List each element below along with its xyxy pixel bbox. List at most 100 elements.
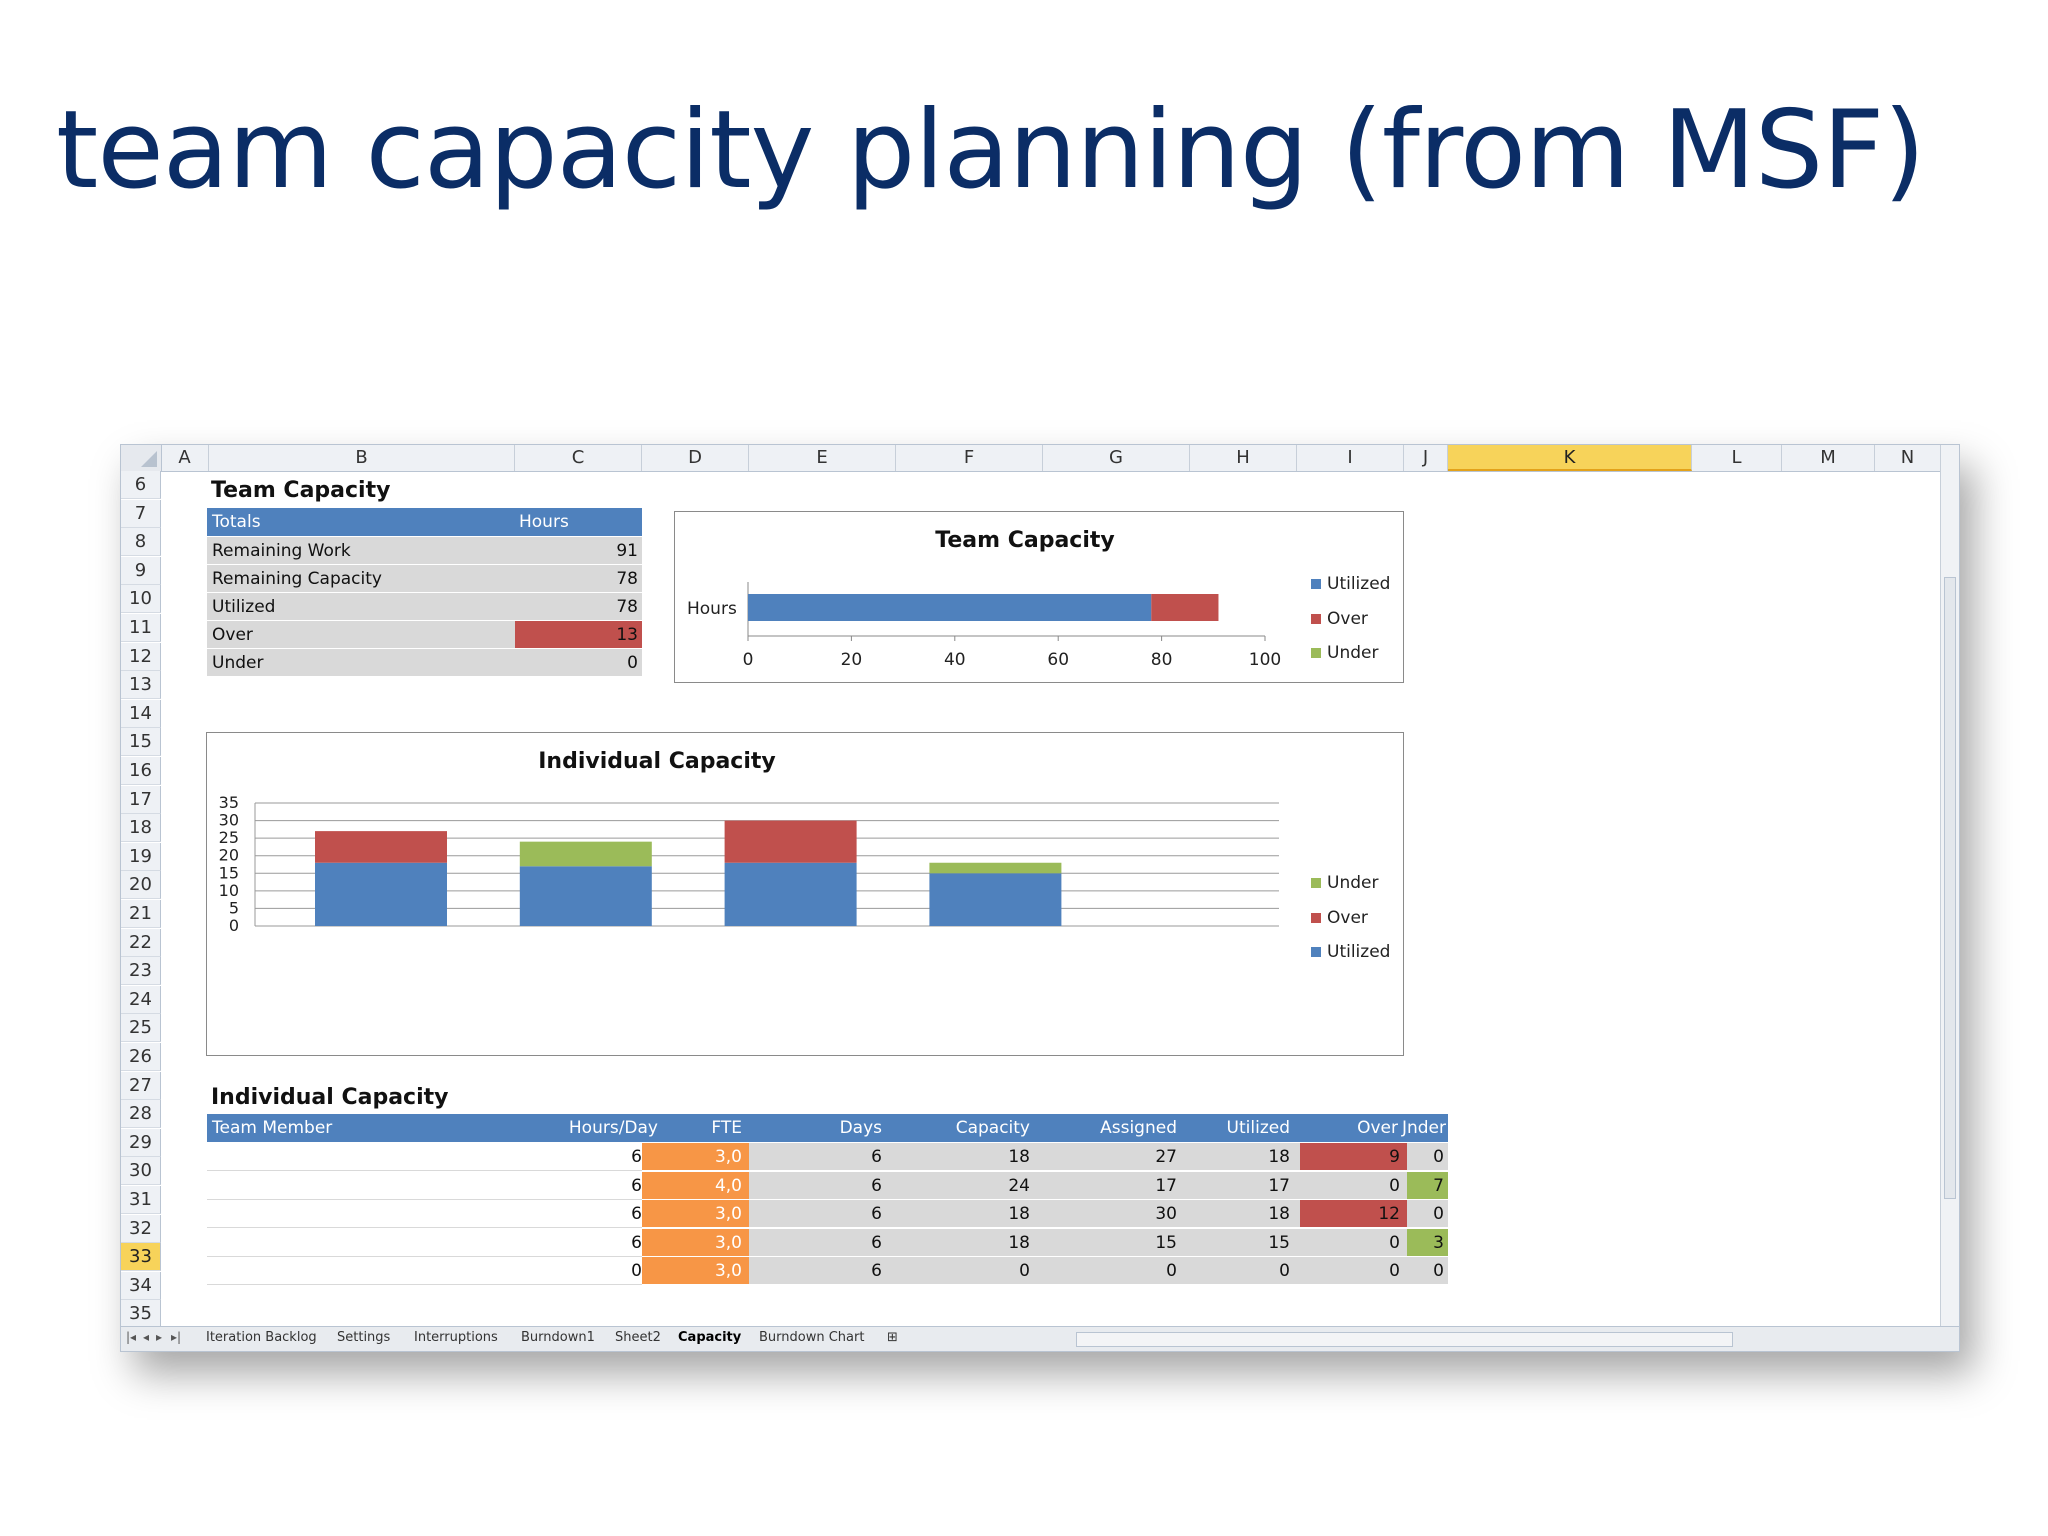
individual-bar-utilized[interactable] xyxy=(519,866,652,926)
cell-fte[interactable]: 3,0 xyxy=(714,1204,742,1225)
cell-assigned[interactable]: 27 xyxy=(1155,1147,1177,1167)
row-header-9[interactable]: 9 xyxy=(121,556,161,585)
row-header-26[interactable]: 26 xyxy=(121,1043,161,1071)
insert-sheet-icon[interactable]: ⊞ xyxy=(887,1330,898,1345)
row-header-11[interactable]: 11 xyxy=(121,614,161,642)
row-header-20[interactable]: 20 xyxy=(121,871,161,900)
row-header-6[interactable]: 6 xyxy=(121,471,161,499)
row-header-24[interactable]: 24 xyxy=(121,985,161,1014)
column-header-g[interactable]: G xyxy=(1043,445,1190,471)
cell-days[interactable]: 6 xyxy=(871,1175,882,1196)
row-header-18[interactable]: 18 xyxy=(121,814,161,843)
cell-capacity[interactable]: 18 xyxy=(1008,1204,1030,1225)
table-row[interactable]: Under 0 xyxy=(207,649,642,677)
individual-bar-over[interactable] xyxy=(315,831,447,863)
cell-utilized[interactable]: 17 xyxy=(1268,1175,1290,1196)
table-row[interactable]: 6 4,0 6 24 17 17 0 7 xyxy=(207,1171,1448,1200)
table-row[interactable]: 6 3,0 6 18 30 18 12 0 xyxy=(207,1200,1448,1229)
row-header-15[interactable]: 15 xyxy=(121,728,161,757)
cell-hours-day[interactable]: 6 xyxy=(631,1232,642,1253)
column-header-h[interactable]: H xyxy=(1190,445,1297,471)
cell-over[interactable]: 9 xyxy=(1389,1147,1400,1167)
row-header-21[interactable]: 21 xyxy=(121,900,161,928)
cell-hours-day[interactable]: 0 xyxy=(631,1261,642,1282)
team-bar-utilized[interactable] xyxy=(748,594,1152,621)
column-header-b[interactable]: B xyxy=(209,445,515,471)
row-header-16[interactable]: 16 xyxy=(121,757,161,785)
row-header-35[interactable]: 35 xyxy=(121,1300,161,1329)
row-header-22[interactable]: 22 xyxy=(121,928,161,957)
cell-days[interactable]: 6 xyxy=(871,1204,882,1225)
cell-jnder[interactable]: 0 xyxy=(1433,1204,1444,1225)
row-header-31[interactable]: 31 xyxy=(121,1186,161,1214)
cell-capacity[interactable]: 0 xyxy=(1019,1261,1030,1282)
column-header-n[interactable]: N xyxy=(1875,445,1941,471)
cell-jnder[interactable]: 0 xyxy=(1433,1261,1444,1282)
individual-bar-utilized[interactable] xyxy=(724,862,857,926)
cell-days[interactable]: 6 xyxy=(871,1261,882,1282)
cell-jnder[interactable]: 7 xyxy=(1433,1175,1444,1196)
cell-fte[interactable]: 3,0 xyxy=(714,1147,742,1167)
row-header-33[interactable]: 33 xyxy=(121,1243,161,1272)
team-bar-over[interactable] xyxy=(1151,594,1219,621)
tab-interruptions[interactable]: Interruptions xyxy=(414,1330,498,1345)
column-header-e[interactable]: E xyxy=(749,445,896,471)
row-header-7[interactable]: 7 xyxy=(121,499,161,528)
cell-jnder[interactable]: 3 xyxy=(1433,1232,1444,1253)
row-header-12[interactable]: 12 xyxy=(121,642,161,671)
row-header-17[interactable]: 17 xyxy=(121,785,161,814)
table-row[interactable]: Over 13 xyxy=(207,621,642,649)
first-sheet-icon[interactable]: |◂ xyxy=(126,1330,137,1344)
cell-utilized[interactable]: 0 xyxy=(1279,1261,1290,1282)
tab-sheet2[interactable]: Sheet2 xyxy=(615,1330,661,1345)
cell-capacity[interactable]: 18 xyxy=(1008,1147,1030,1167)
column-header-c[interactable]: C xyxy=(515,445,642,471)
cell-capacity[interactable]: 18 xyxy=(1008,1232,1030,1253)
tab-burndown1[interactable]: Burndown1 xyxy=(521,1330,595,1345)
cell-hours-day[interactable]: 6 xyxy=(631,1147,642,1167)
row-header-23[interactable]: 23 xyxy=(121,957,161,986)
individual-bar-under[interactable] xyxy=(519,841,652,867)
column-header-a[interactable]: A xyxy=(161,445,209,471)
table-row[interactable]: Remaining Work 91 xyxy=(207,537,642,565)
column-header-d[interactable]: D xyxy=(642,445,749,471)
cell-days[interactable]: 6 xyxy=(871,1147,882,1167)
cell-capacity[interactable]: 24 xyxy=(1008,1175,1030,1196)
next-sheet-icon[interactable]: ▸ xyxy=(156,1330,163,1344)
select-all-corner[interactable] xyxy=(121,445,162,471)
individual-capacity-chart[interactable]: Individual Capacity 35 30 25 20 15 10 5 0 Under… xyxy=(206,732,1404,1056)
cell-assigned[interactable]: 17 xyxy=(1155,1175,1177,1196)
cell-utilized[interactable]: 18 xyxy=(1268,1204,1290,1225)
vertical-scrollbar[interactable] xyxy=(1940,445,1959,1327)
cell-fte[interactable]: 3,0 xyxy=(714,1261,742,1282)
individual-bar-over[interactable] xyxy=(724,820,857,863)
last-sheet-icon[interactable]: ▸| xyxy=(171,1330,182,1344)
cell-assigned[interactable]: 30 xyxy=(1155,1204,1177,1225)
cell-over[interactable]: 0 xyxy=(1389,1232,1400,1253)
team-capacity-chart[interactable]: Team Capacity Hours 0 20 40 60 80 100 Utilize… xyxy=(674,511,1404,683)
individual-bar-utilized[interactable] xyxy=(315,862,447,926)
cell-hours-day[interactable]: 6 xyxy=(631,1175,642,1196)
table-row[interactable]: 6 3,0 6 18 27 18 9 0 xyxy=(207,1143,1448,1171)
row-header-25[interactable]: 25 xyxy=(121,1014,161,1043)
cell-utilized[interactable]: 18 xyxy=(1268,1147,1290,1167)
table-row[interactable]: 0 3,0 6 0 0 0 0 0 xyxy=(207,1257,1448,1286)
row-header-30[interactable]: 30 xyxy=(121,1157,161,1186)
row-header-34[interactable]: 34 xyxy=(121,1271,161,1300)
column-header-m[interactable]: M xyxy=(1782,445,1875,471)
table-row[interactable]: 6 3,0 6 18 15 15 0 3 xyxy=(207,1228,1448,1257)
row-header-13[interactable]: 13 xyxy=(121,671,161,700)
cell-fte[interactable]: 4,0 xyxy=(714,1175,742,1196)
vertical-scroll-thumb[interactable] xyxy=(1944,577,1956,1199)
cell-utilized[interactable]: 15 xyxy=(1268,1232,1290,1253)
row-header-28[interactable]: 28 xyxy=(121,1100,161,1129)
cell-over[interactable]: 0 xyxy=(1389,1175,1400,1196)
cell-jnder[interactable]: 0 xyxy=(1433,1147,1444,1167)
column-header-k[interactable]: K xyxy=(1448,445,1692,471)
cell-over[interactable]: 0 xyxy=(1389,1261,1400,1282)
cell-assigned[interactable]: 15 xyxy=(1155,1232,1177,1253)
tab-burndown-chart[interactable]: Burndown Chart xyxy=(759,1330,865,1345)
prev-sheet-icon[interactable]: ◂ xyxy=(143,1330,150,1344)
cell-assigned[interactable]: 0 xyxy=(1166,1261,1177,1282)
cell-hours-day[interactable]: 6 xyxy=(631,1204,642,1225)
